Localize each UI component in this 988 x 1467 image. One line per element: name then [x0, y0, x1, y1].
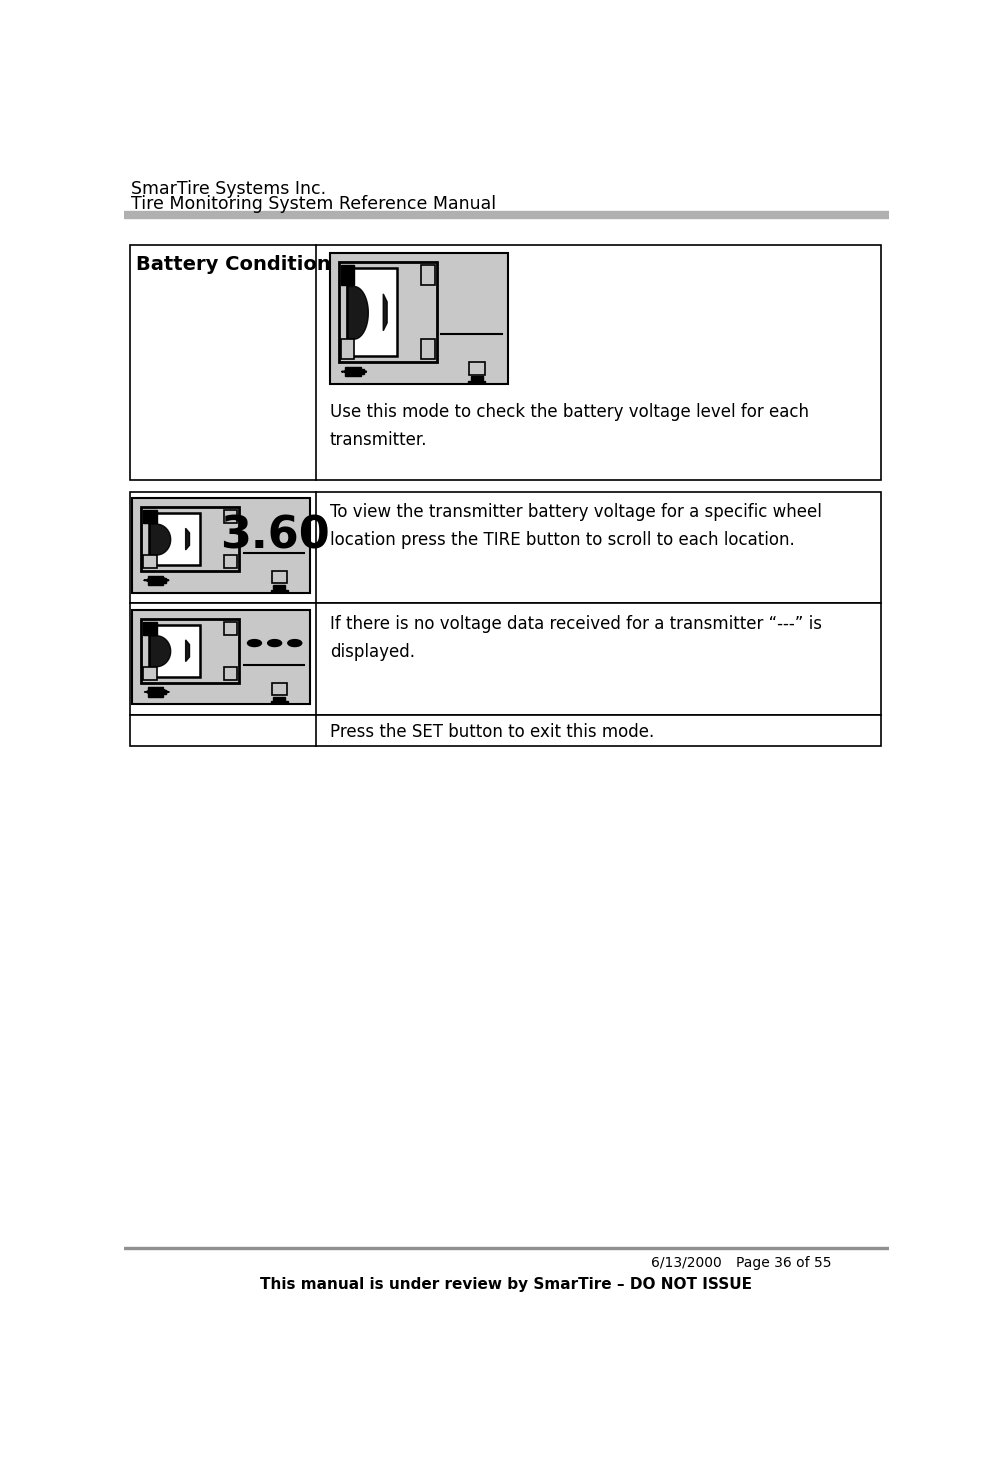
Ellipse shape [248, 640, 262, 647]
Bar [468, 381, 485, 383]
Bar [129, 245, 881, 480]
Bar [141, 619, 239, 682]
Bar [223, 555, 237, 568]
Bar [470, 376, 483, 380]
Bar [421, 266, 435, 286]
Bar [143, 622, 156, 635]
Text: 3.60: 3.60 [219, 515, 330, 557]
Text: Tire Monitoring System Reference Manual: Tire Monitoring System Reference Manual [131, 195, 496, 213]
Bar [124, 211, 889, 219]
Text: Press the SET button to exit this mode.: Press the SET button to exit this mode. [330, 723, 654, 741]
Bar [339, 263, 437, 362]
Bar [469, 362, 485, 374]
Bar [163, 689, 166, 694]
Bar [341, 266, 354, 286]
Bar [149, 513, 200, 565]
Bar [273, 697, 286, 700]
Polygon shape [186, 528, 190, 550]
Bar [271, 590, 288, 591]
Bar [143, 511, 156, 524]
Bar [132, 610, 310, 704]
Bar [147, 575, 163, 585]
Bar [272, 682, 288, 695]
Bar [347, 268, 397, 356]
Bar [330, 252, 508, 384]
Bar [132, 497, 310, 593]
Bar [273, 585, 286, 588]
Bar [361, 370, 364, 374]
Text: To view the transmitter battery voltage for a specific wheel
location press the : To view the transmitter battery voltage … [330, 503, 822, 549]
Text: This manual is under review by SmarTire – DO NOT ISSUE: This manual is under review by SmarTire … [261, 1278, 752, 1292]
Bar [223, 511, 237, 524]
Bar [341, 339, 354, 359]
Bar [129, 714, 881, 745]
Polygon shape [186, 640, 190, 662]
Bar [421, 339, 435, 359]
Text: 6/13/2000: 6/13/2000 [650, 1256, 721, 1269]
Bar [141, 508, 239, 571]
Bar [271, 701, 288, 704]
Bar [223, 667, 237, 679]
Text: Battery Condition: Battery Condition [136, 255, 331, 273]
Bar [143, 555, 156, 568]
Text: Use this mode to check the battery voltage level for each
transmitter.: Use this mode to check the battery volta… [330, 403, 808, 449]
Ellipse shape [268, 640, 282, 647]
Text: Page 36 of 55: Page 36 of 55 [736, 1256, 831, 1269]
Bar [223, 622, 237, 635]
Text: SmarTire Systems Inc.: SmarTire Systems Inc. [131, 180, 326, 198]
Polygon shape [383, 293, 387, 330]
Bar [129, 491, 881, 603]
Bar [272, 571, 288, 584]
Bar [129, 603, 881, 714]
Bar [345, 367, 361, 376]
Bar [147, 688, 163, 697]
Bar [149, 625, 200, 676]
Ellipse shape [288, 640, 301, 647]
Text: If there is no voltage data received for a transmitter “---” is
displayed.: If there is no voltage data received for… [330, 615, 822, 660]
Bar [143, 667, 156, 679]
Bar [163, 578, 166, 582]
